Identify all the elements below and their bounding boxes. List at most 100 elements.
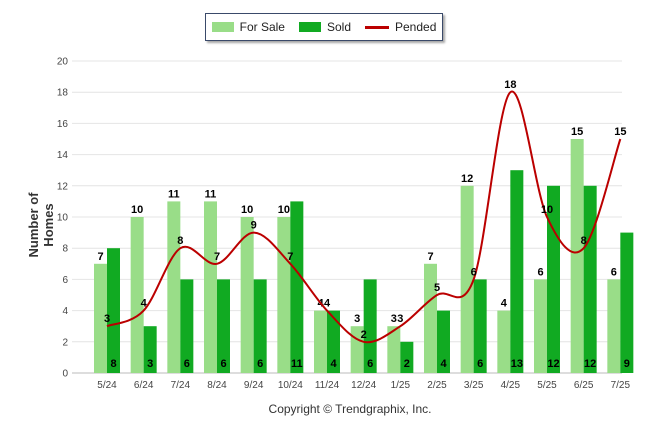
label-pended-0: 3: [104, 313, 110, 325]
legend-for-sale-swatch: [211, 22, 234, 32]
bar-for-sale-4: [240, 217, 254, 373]
legend-pended-label: Pended: [395, 20, 437, 34]
label-pended-14: 15: [614, 126, 626, 138]
x-tick-11: 4/25: [501, 380, 521, 391]
bar-sold-2: [180, 279, 194, 373]
line-pended: [106, 90, 622, 344]
y-tick-6: 6: [62, 275, 68, 286]
label-pended-10: 6: [471, 266, 477, 278]
bar-for-sale-10: [460, 185, 474, 373]
label-for-sale-4: 10: [241, 204, 253, 216]
x-tick-5: 10/24: [278, 380, 303, 391]
label-sold-10: 6: [477, 358, 483, 370]
x-tick-10: 3/25: [464, 380, 484, 391]
bar-sold-12: [547, 185, 560, 373]
x-tick-2: 7/24: [171, 380, 191, 391]
legend-pended-swatch: [365, 25, 389, 29]
label-sold-14: 9: [624, 358, 630, 370]
bar-for-sale-2: [167, 201, 181, 373]
label-sold-4: 6: [257, 358, 263, 370]
y-tick-4: 4: [62, 306, 68, 317]
bar-for-sale-8: [387, 326, 401, 373]
label-pended-8: 3: [397, 313, 403, 325]
label-sold-3: 6: [220, 358, 226, 370]
label-sold-6: 4: [330, 358, 337, 370]
bar-sold-5: [290, 201, 304, 373]
legend-for-sale: For Sale: [211, 20, 285, 34]
bar-for-sale-14: [607, 279, 621, 373]
y-tick-20: 20: [57, 57, 69, 68]
label-for-sale-9: 7: [427, 251, 433, 263]
y-tick-0: 0: [62, 369, 68, 380]
y-axis-label: Number of Homes: [26, 192, 56, 258]
label-for-sale-5: 10: [278, 204, 290, 216]
label-for-sale-14: 6: [611, 266, 617, 278]
x-tick-7: 12/24: [351, 380, 376, 391]
label-pended-4: 9: [251, 220, 257, 232]
label-for-sale-10: 12: [461, 173, 473, 185]
x-tick-3: 8/24: [207, 380, 227, 391]
x-tick-13: 6/25: [574, 380, 594, 391]
bar-sold-6: [327, 310, 340, 373]
label-sold-7: 6: [367, 358, 373, 370]
bar-sold-0: [107, 248, 120, 373]
label-for-sale-11: 4: [501, 298, 508, 310]
label-sold-12: 12: [547, 358, 559, 370]
bar-for-sale-0: [94, 263, 107, 373]
bar-for-sale-9: [424, 263, 437, 373]
y-tick-8: 8: [62, 244, 68, 255]
label-for-sale-3: 11: [205, 188, 217, 200]
label-pended-13: 8: [581, 235, 587, 247]
x-tick-12: 5/25: [537, 380, 557, 391]
label-sold-0: 8: [110, 358, 116, 370]
y-tick-2: 2: [62, 337, 68, 348]
label-for-sale-13: 15: [571, 126, 583, 138]
legend-sold-swatch: [298, 22, 321, 32]
label-for-sale-1: 10: [131, 204, 143, 216]
label-sold-1: 3: [147, 358, 153, 370]
label-sold-5: 11: [291, 358, 303, 370]
label-pended-12: 10: [541, 204, 553, 216]
bar-sold-1: [143, 326, 157, 373]
y-tick-16: 16: [57, 119, 69, 130]
bar-for-sale-6: [314, 310, 327, 373]
bar-for-sale-11: [497, 310, 511, 373]
x-tick-0: 5/24: [97, 380, 117, 391]
y-tick-12: 12: [57, 181, 69, 192]
x-tick-4: 9/24: [244, 380, 264, 391]
bar-for-sale-13: [570, 139, 584, 373]
label-pended-6: 4: [324, 298, 331, 310]
label-for-sale-2: 11: [168, 188, 180, 200]
bar-for-sale-5: [277, 217, 291, 373]
legend-pended: Pended: [365, 20, 436, 34]
bar-sold-4: [253, 279, 267, 373]
bar-sold-7: [363, 279, 377, 373]
bar-for-sale-1: [130, 217, 144, 373]
label-pended-9: 5: [434, 282, 440, 294]
x-tick-1: 6/24: [134, 380, 154, 391]
bar-for-sale-3: [204, 201, 217, 373]
label-for-sale-12: 6: [537, 266, 543, 278]
bar-sold-3: [217, 279, 230, 373]
legend-for-sale-label: For Sale: [239, 20, 285, 34]
label-pended-5: 7: [287, 251, 293, 263]
legend: For Sale Sold Pended: [205, 13, 443, 41]
label-sold-2: 6: [184, 358, 190, 370]
x-tick-6: 11/24: [315, 380, 340, 391]
label-for-sale-7: 3: [354, 313, 360, 325]
bar-sold-11: [510, 170, 524, 373]
label-sold-13: 12: [584, 358, 596, 370]
label-pended-2: 8: [177, 235, 183, 247]
label-pended-7: 2: [361, 329, 367, 341]
label-sold-9: 4: [440, 358, 447, 370]
legend-sold: Sold: [298, 20, 351, 34]
label-pended-1: 4: [141, 298, 148, 310]
label-pended-3: 7: [214, 251, 220, 263]
label-sold-11: 13: [511, 358, 523, 370]
bar-sold-13: [583, 185, 597, 373]
copyright-credit: Copyright © Trendgraphix, Inc.: [268, 402, 432, 416]
y-tick-18: 18: [57, 88, 69, 99]
y-tick-10: 10: [57, 213, 69, 224]
bar-sold-14: [620, 232, 634, 373]
